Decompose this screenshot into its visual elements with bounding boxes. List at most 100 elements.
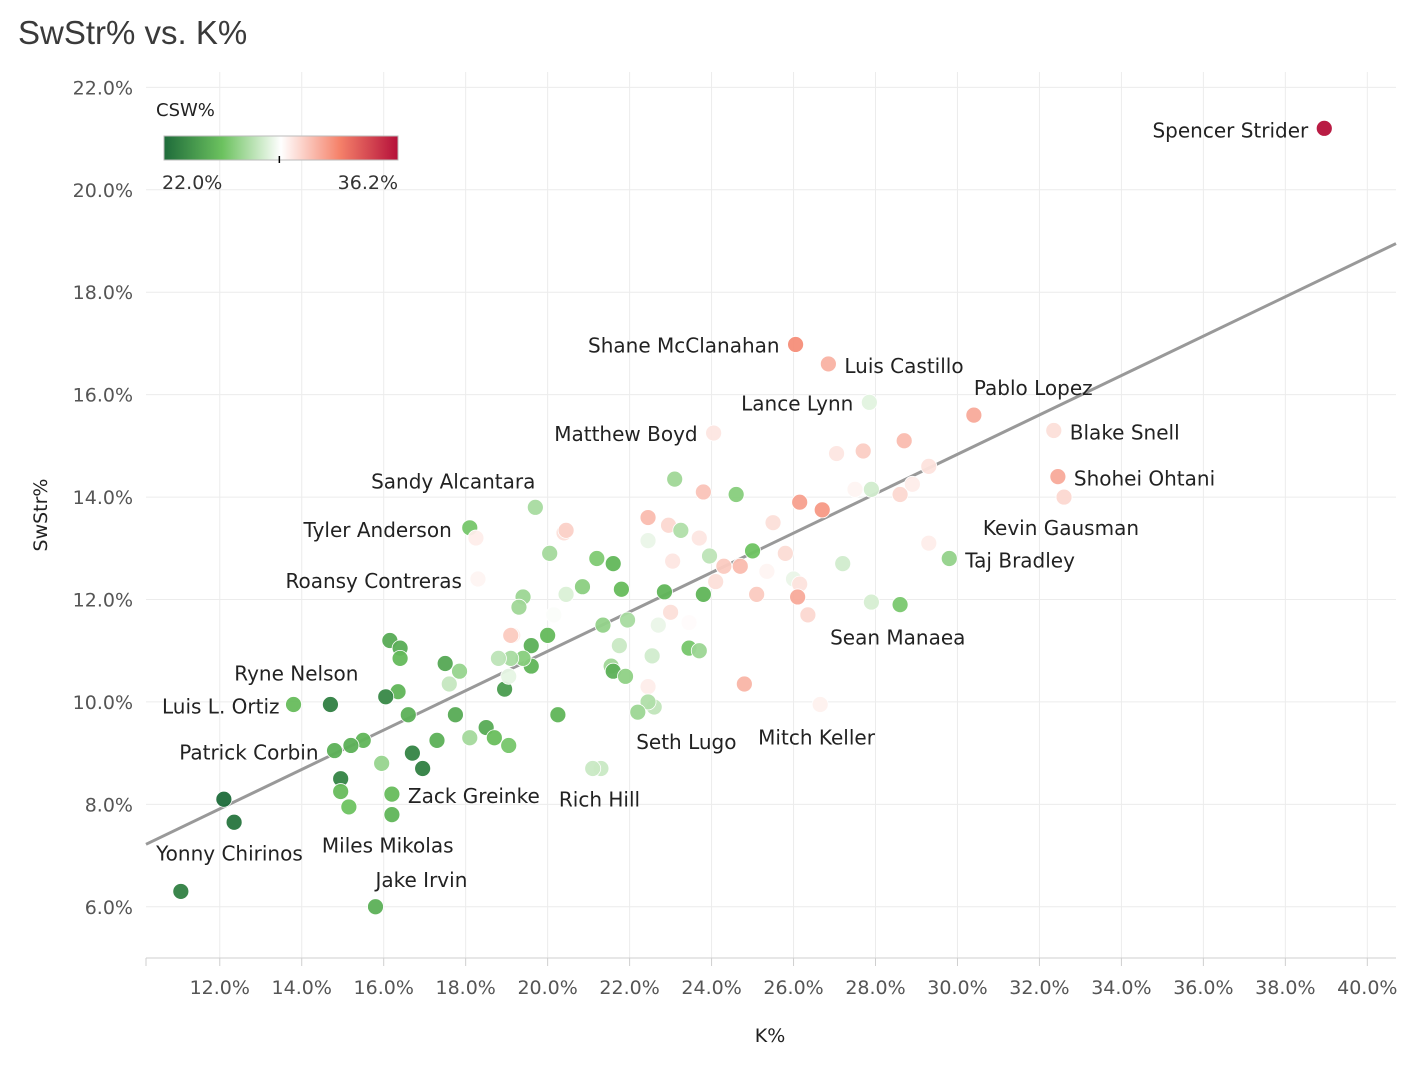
data-point[interactable] bbox=[377, 688, 395, 706]
data-point[interactable] bbox=[342, 737, 360, 754]
data-point[interactable] bbox=[557, 585, 575, 603]
data-point[interactable] bbox=[500, 667, 518, 685]
data-point[interactable] bbox=[490, 649, 507, 667]
data-point[interactable] bbox=[666, 470, 684, 488]
data-point[interactable] bbox=[940, 550, 958, 567]
data-point[interactable] bbox=[467, 529, 485, 547]
data-point[interactable] bbox=[629, 703, 647, 721]
data-point[interactable] bbox=[854, 442, 872, 460]
data-point[interactable] bbox=[613, 580, 630, 598]
data-point[interactable] bbox=[510, 598, 528, 616]
data-point[interactable] bbox=[744, 542, 761, 560]
data-point[interactable] bbox=[584, 760, 602, 777]
data-point[interactable] bbox=[574, 578, 591, 596]
data-point[interactable] bbox=[920, 457, 938, 475]
data-point[interactable] bbox=[326, 742, 343, 759]
data-point[interactable] bbox=[891, 596, 909, 614]
data-point[interactable] bbox=[707, 573, 725, 590]
data-point[interactable] bbox=[500, 737, 518, 754]
data-point[interactable] bbox=[414, 760, 432, 777]
data-point[interactable] bbox=[604, 555, 622, 573]
data-point[interactable] bbox=[610, 637, 628, 654]
data-point[interactable] bbox=[403, 744, 421, 762]
data-point[interactable] bbox=[1045, 422, 1063, 439]
data-point[interactable] bbox=[399, 706, 417, 724]
data-point[interactable] bbox=[819, 355, 837, 373]
data-point[interactable] bbox=[428, 731, 446, 749]
data-point[interactable] bbox=[285, 696, 302, 713]
data-point[interactable] bbox=[215, 790, 233, 808]
data-point[interactable] bbox=[447, 706, 464, 724]
data-point[interactable] bbox=[649, 616, 667, 634]
data-point[interactable] bbox=[965, 406, 983, 424]
data-point[interactable] bbox=[639, 509, 657, 526]
data-point[interactable] bbox=[367, 898, 384, 916]
data-point[interactable] bbox=[383, 785, 401, 803]
data-point[interactable] bbox=[522, 637, 540, 654]
data-point[interactable] bbox=[791, 493, 809, 511]
data-point[interactable] bbox=[557, 521, 575, 539]
data-point[interactable] bbox=[694, 483, 712, 501]
data-point[interactable] bbox=[764, 514, 782, 532]
data-point[interactable] bbox=[863, 480, 880, 498]
data-point[interactable] bbox=[322, 696, 339, 713]
data-point[interactable] bbox=[332, 783, 350, 800]
data-point[interactable] bbox=[690, 529, 708, 547]
data-point[interactable] bbox=[860, 393, 878, 411]
data-point[interactable] bbox=[776, 545, 794, 562]
data-point[interactable] bbox=[672, 521, 690, 539]
data-point[interactable] bbox=[383, 806, 401, 824]
data-point[interactable] bbox=[715, 557, 733, 575]
data-point[interactable] bbox=[662, 603, 679, 621]
data-point[interactable] bbox=[891, 486, 909, 503]
data-point[interactable] bbox=[656, 583, 673, 601]
data-point[interactable] bbox=[799, 606, 817, 624]
data-point[interactable] bbox=[225, 813, 243, 831]
data-point[interactable] bbox=[895, 432, 913, 450]
data-point[interactable] bbox=[643, 647, 661, 665]
data-point[interactable] bbox=[172, 883, 190, 900]
data-point[interactable] bbox=[639, 532, 657, 550]
data-point[interactable] bbox=[545, 606, 563, 624]
data-point[interactable] bbox=[461, 729, 479, 747]
data-point[interactable] bbox=[502, 626, 520, 644]
data-point[interactable] bbox=[735, 675, 753, 693]
data-point[interactable] bbox=[539, 626, 557, 644]
data-point[interactable] bbox=[834, 555, 852, 573]
data-point[interactable] bbox=[639, 678, 657, 695]
data-point[interactable] bbox=[828, 445, 845, 462]
data-point[interactable] bbox=[619, 611, 636, 629]
data-point[interactable] bbox=[617, 667, 634, 685]
data-point[interactable] bbox=[920, 534, 938, 552]
data-point[interactable] bbox=[526, 498, 544, 516]
data-point[interactable] bbox=[469, 570, 487, 588]
data-point[interactable] bbox=[1049, 468, 1067, 485]
data-point[interactable] bbox=[639, 693, 657, 711]
data-point[interactable] bbox=[541, 545, 559, 562]
data-point[interactable] bbox=[903, 475, 921, 493]
data-point[interactable] bbox=[705, 424, 723, 442]
data-point[interactable] bbox=[1315, 119, 1333, 137]
data-point[interactable] bbox=[811, 696, 829, 713]
data-point[interactable] bbox=[588, 550, 606, 567]
data-point[interactable] bbox=[846, 480, 864, 498]
data-point[interactable] bbox=[748, 585, 766, 603]
data-point[interactable] bbox=[436, 655, 454, 672]
data-point[interactable] bbox=[789, 588, 807, 606]
data-point[interactable] bbox=[680, 614, 698, 631]
data-point[interactable] bbox=[863, 593, 880, 611]
data-point[interactable] bbox=[594, 616, 612, 634]
data-point[interactable] bbox=[373, 754, 391, 772]
data-point[interactable] bbox=[451, 662, 468, 680]
data-point[interactable] bbox=[690, 642, 708, 660]
data-point[interactable] bbox=[727, 486, 745, 503]
data-point[interactable] bbox=[549, 706, 567, 724]
data-point[interactable] bbox=[694, 585, 712, 603]
data-point[interactable] bbox=[664, 552, 682, 570]
data-point[interactable] bbox=[485, 729, 503, 747]
data-point[interactable] bbox=[440, 675, 458, 693]
data-point[interactable] bbox=[758, 562, 776, 580]
data-point[interactable] bbox=[731, 557, 749, 575]
data-point[interactable] bbox=[787, 336, 804, 353]
data-point[interactable] bbox=[1055, 488, 1073, 506]
